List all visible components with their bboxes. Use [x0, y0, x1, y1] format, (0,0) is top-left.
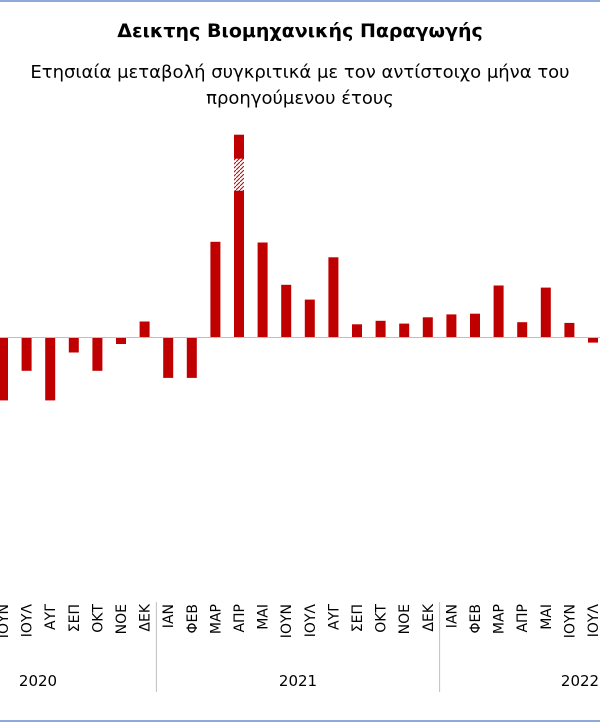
x-tick-label-23: ΜΑΙ	[539, 604, 555, 630]
chart-subtitle-line1: Ετησιαία μεταβολή συγκριτικά με τον αντί…	[30, 62, 570, 83]
x-tick-label-22: ΑΠΡ	[515, 604, 531, 633]
year-label-2020: 2020	[19, 672, 57, 690]
bar-14	[328, 257, 339, 337]
x-tick-label-9: ΜΑΡ	[208, 604, 224, 634]
x-tick-label-11: ΜΑΙ	[256, 604, 272, 630]
x-axis-year-labels: 2020 2021 2022	[19, 672, 599, 690]
x-tick-label-3: ΣΕΠ	[67, 604, 83, 632]
axis-break-marker	[234, 158, 244, 191]
x-tick-label-20: ΦΕΒ	[468, 604, 484, 633]
x-tick-label-8: ΦΕΒ	[185, 604, 201, 633]
x-tick-label-16: ΟΚΤ	[374, 604, 390, 633]
bar-23	[540, 287, 551, 337]
bar-20	[470, 313, 480, 337]
chart-subtitle: Ετησιαία μεταβολή συγκριτικά με τον αντί…	[0, 60, 600, 112]
chart-title: Δεικτης Βιομηχανικής Παραγωγής	[117, 20, 483, 42]
x-tick-label-4: ΟΚΤ	[90, 604, 106, 633]
bar-4	[92, 337, 103, 371]
bar-13	[304, 299, 315, 337]
bar-10	[234, 134, 244, 337]
bar-8	[186, 337, 197, 378]
bar-5	[116, 337, 126, 344]
x-tick-label-14: ΑΥΓ	[326, 604, 342, 630]
x-tick-label-0: ΙΟΥΝ	[0, 604, 12, 638]
year-separators	[155, 602, 441, 692]
bar-12	[281, 284, 292, 337]
bar-0	[0, 337, 8, 401]
x-tick-label-15: ΣΕΠ	[350, 604, 366, 632]
bar-16	[375, 320, 386, 337]
x-tick-label-2: ΑΥΓ	[43, 604, 59, 630]
bar-22	[517, 322, 528, 337]
x-tick-label-7: ΙΑΝ	[161, 604, 177, 628]
bar-24	[564, 322, 575, 337]
year-label-2021: 2021	[279, 672, 317, 690]
bar-18	[422, 317, 433, 337]
x-tick-label-18: ΔΕΚ	[421, 603, 437, 631]
x-tick-label-12: ΙΟΥΝ	[279, 604, 295, 638]
x-tick-label-21: ΜΑΡ	[492, 604, 508, 634]
bar-19	[446, 314, 457, 337]
x-tick-label-19: ΙΑΝ	[444, 604, 460, 628]
bar-7	[163, 337, 174, 378]
x-tick-label-1: ΙΟΥΛ	[20, 604, 36, 638]
bar-25	[588, 337, 598, 343]
x-tick-label-13: ΙΟΥΛ	[303, 604, 319, 638]
bar-15	[352, 324, 362, 337]
bar-1	[21, 337, 32, 371]
bar-2	[45, 337, 56, 401]
x-axis-tick-labels: ΙΟΥΝ ΙΟΥΛ ΑΥΓ ΣΕΠ ΟΚΤ ΝΟΕ ΔΕΚ ΙΑΝ ΦΕΒ ΜΑΡ ΑΠΡ ΜΑΙ ΙΟ…	[0, 603, 600, 638]
x-tick-label-17: ΝΟΕ	[397, 604, 413, 634]
x-tick-label-10: ΑΠΡ	[232, 604, 248, 633]
bar-series	[0, 134, 598, 401]
year-label-2022: 2022	[561, 672, 599, 690]
x-tick-label-24: ΙΟΥΝ	[562, 604, 578, 638]
bar-6	[139, 321, 150, 337]
chart-subtitle-line2: προηγούμενου έτους	[206, 88, 394, 109]
x-tick-label-6: ΔΕΚ	[138, 603, 154, 631]
bar-3	[68, 337, 79, 353]
bar-17	[399, 323, 410, 337]
bar-9	[210, 241, 221, 337]
x-tick-label-5: ΝΟΕ	[114, 604, 130, 634]
x-tick-label-25: ΙΟΥΛ	[586, 604, 600, 638]
bar-11	[257, 242, 268, 337]
bar-21	[493, 285, 504, 337]
